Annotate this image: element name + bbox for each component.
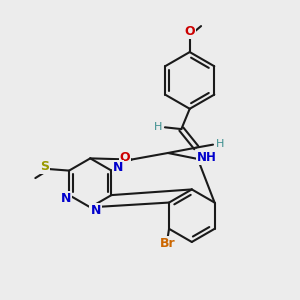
Text: O: O — [120, 151, 130, 164]
Text: H: H — [215, 139, 224, 149]
Text: S: S — [40, 160, 49, 173]
Text: NH: NH — [197, 151, 217, 164]
Text: N: N — [91, 204, 101, 217]
Text: Br: Br — [160, 237, 176, 250]
Text: H: H — [154, 122, 163, 132]
Text: N: N — [61, 192, 71, 205]
Text: N: N — [113, 161, 123, 174]
Text: O: O — [184, 25, 195, 38]
